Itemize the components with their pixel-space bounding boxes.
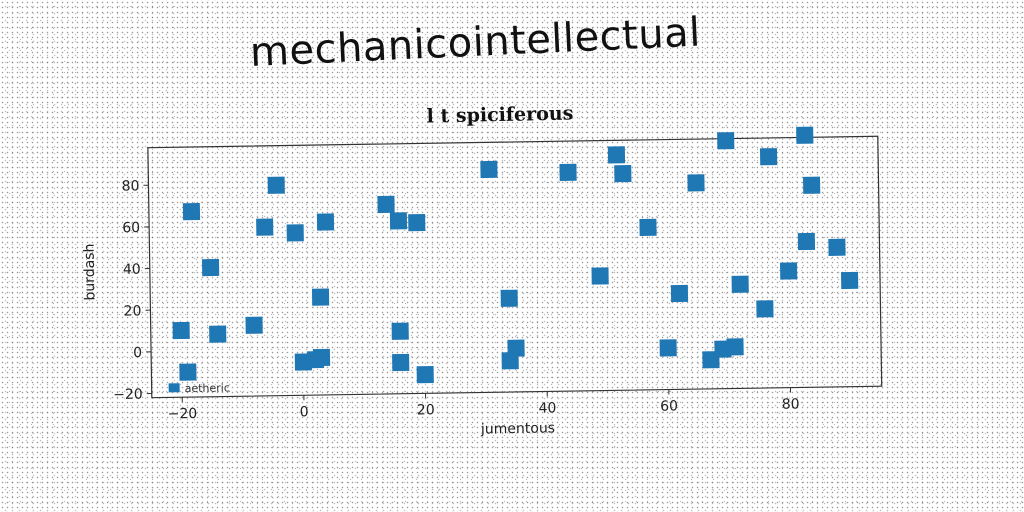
x-axis: −20 0 20 40 60 80 bbox=[168, 387, 800, 422]
data-point bbox=[840, 271, 859, 290]
y-tick-label: 0 bbox=[133, 345, 142, 361]
data-point bbox=[316, 213, 335, 231]
data-point bbox=[179, 363, 197, 381]
legend: aetheric bbox=[168, 381, 230, 395]
data-point bbox=[796, 126, 814, 144]
x-tick-label: 40 bbox=[538, 400, 556, 416]
x-tick-label: −20 bbox=[168, 406, 198, 422]
y-tick-label: −20 bbox=[113, 387, 143, 403]
y-axis: −20 0 20 40 60 80 bbox=[113, 178, 152, 403]
data-point bbox=[670, 284, 689, 303]
data-point bbox=[639, 218, 657, 236]
data-point bbox=[311, 288, 330, 306]
data-point bbox=[756, 300, 774, 318]
x-tick-label: 20 bbox=[417, 402, 435, 418]
data-points bbox=[172, 126, 859, 384]
data-point bbox=[209, 325, 227, 343]
data-point bbox=[759, 148, 778, 166]
x-tick-label: 80 bbox=[782, 396, 800, 412]
data-point bbox=[286, 224, 304, 242]
data-point bbox=[687, 174, 705, 192]
data-point bbox=[391, 322, 409, 340]
data-point bbox=[416, 365, 434, 384]
data-point bbox=[591, 267, 609, 285]
data-point bbox=[256, 218, 274, 236]
y-tick-label: 40 bbox=[123, 262, 141, 278]
chart-title: l t spiciferous bbox=[426, 102, 573, 127]
data-point bbox=[267, 176, 285, 194]
data-point bbox=[659, 339, 677, 357]
data-point bbox=[245, 316, 263, 334]
data-point bbox=[389, 212, 408, 230]
plot-area: −20 0 20 40 60 80 −20 0 20 40 60 80 aetheric bbox=[113, 126, 883, 422]
data-point bbox=[500, 289, 518, 307]
data-point bbox=[731, 275, 749, 293]
data-point bbox=[607, 146, 626, 164]
data-point bbox=[408, 214, 426, 232]
data-point bbox=[726, 338, 744, 356]
data-point bbox=[377, 195, 395, 214]
y-axis-label: burdash bbox=[82, 243, 99, 300]
data-point bbox=[480, 160, 498, 179]
y-tick-label: 20 bbox=[123, 303, 141, 319]
legend-swatch-aetheric bbox=[168, 383, 180, 393]
data-point bbox=[828, 238, 846, 256]
data-point bbox=[501, 352, 519, 370]
data-point bbox=[559, 163, 577, 181]
y-tick-label: 60 bbox=[122, 220, 140, 236]
data-point bbox=[802, 176, 821, 194]
x-tick-label: 60 bbox=[660, 398, 678, 414]
x-tick-label: 0 bbox=[300, 404, 309, 420]
data-point bbox=[172, 321, 190, 340]
data-point bbox=[614, 164, 632, 183]
data-point bbox=[797, 232, 816, 251]
data-point bbox=[717, 132, 735, 150]
data-point bbox=[182, 202, 201, 221]
legend-label-aetheric: aetheric bbox=[185, 381, 230, 395]
data-point bbox=[392, 353, 410, 372]
y-tick-label: 80 bbox=[122, 178, 140, 194]
data-point bbox=[201, 258, 220, 277]
x-axis-label: jumentous bbox=[480, 420, 555, 437]
data-point bbox=[312, 348, 331, 367]
plot-frame bbox=[147, 135, 883, 399]
data-point bbox=[780, 262, 798, 280]
